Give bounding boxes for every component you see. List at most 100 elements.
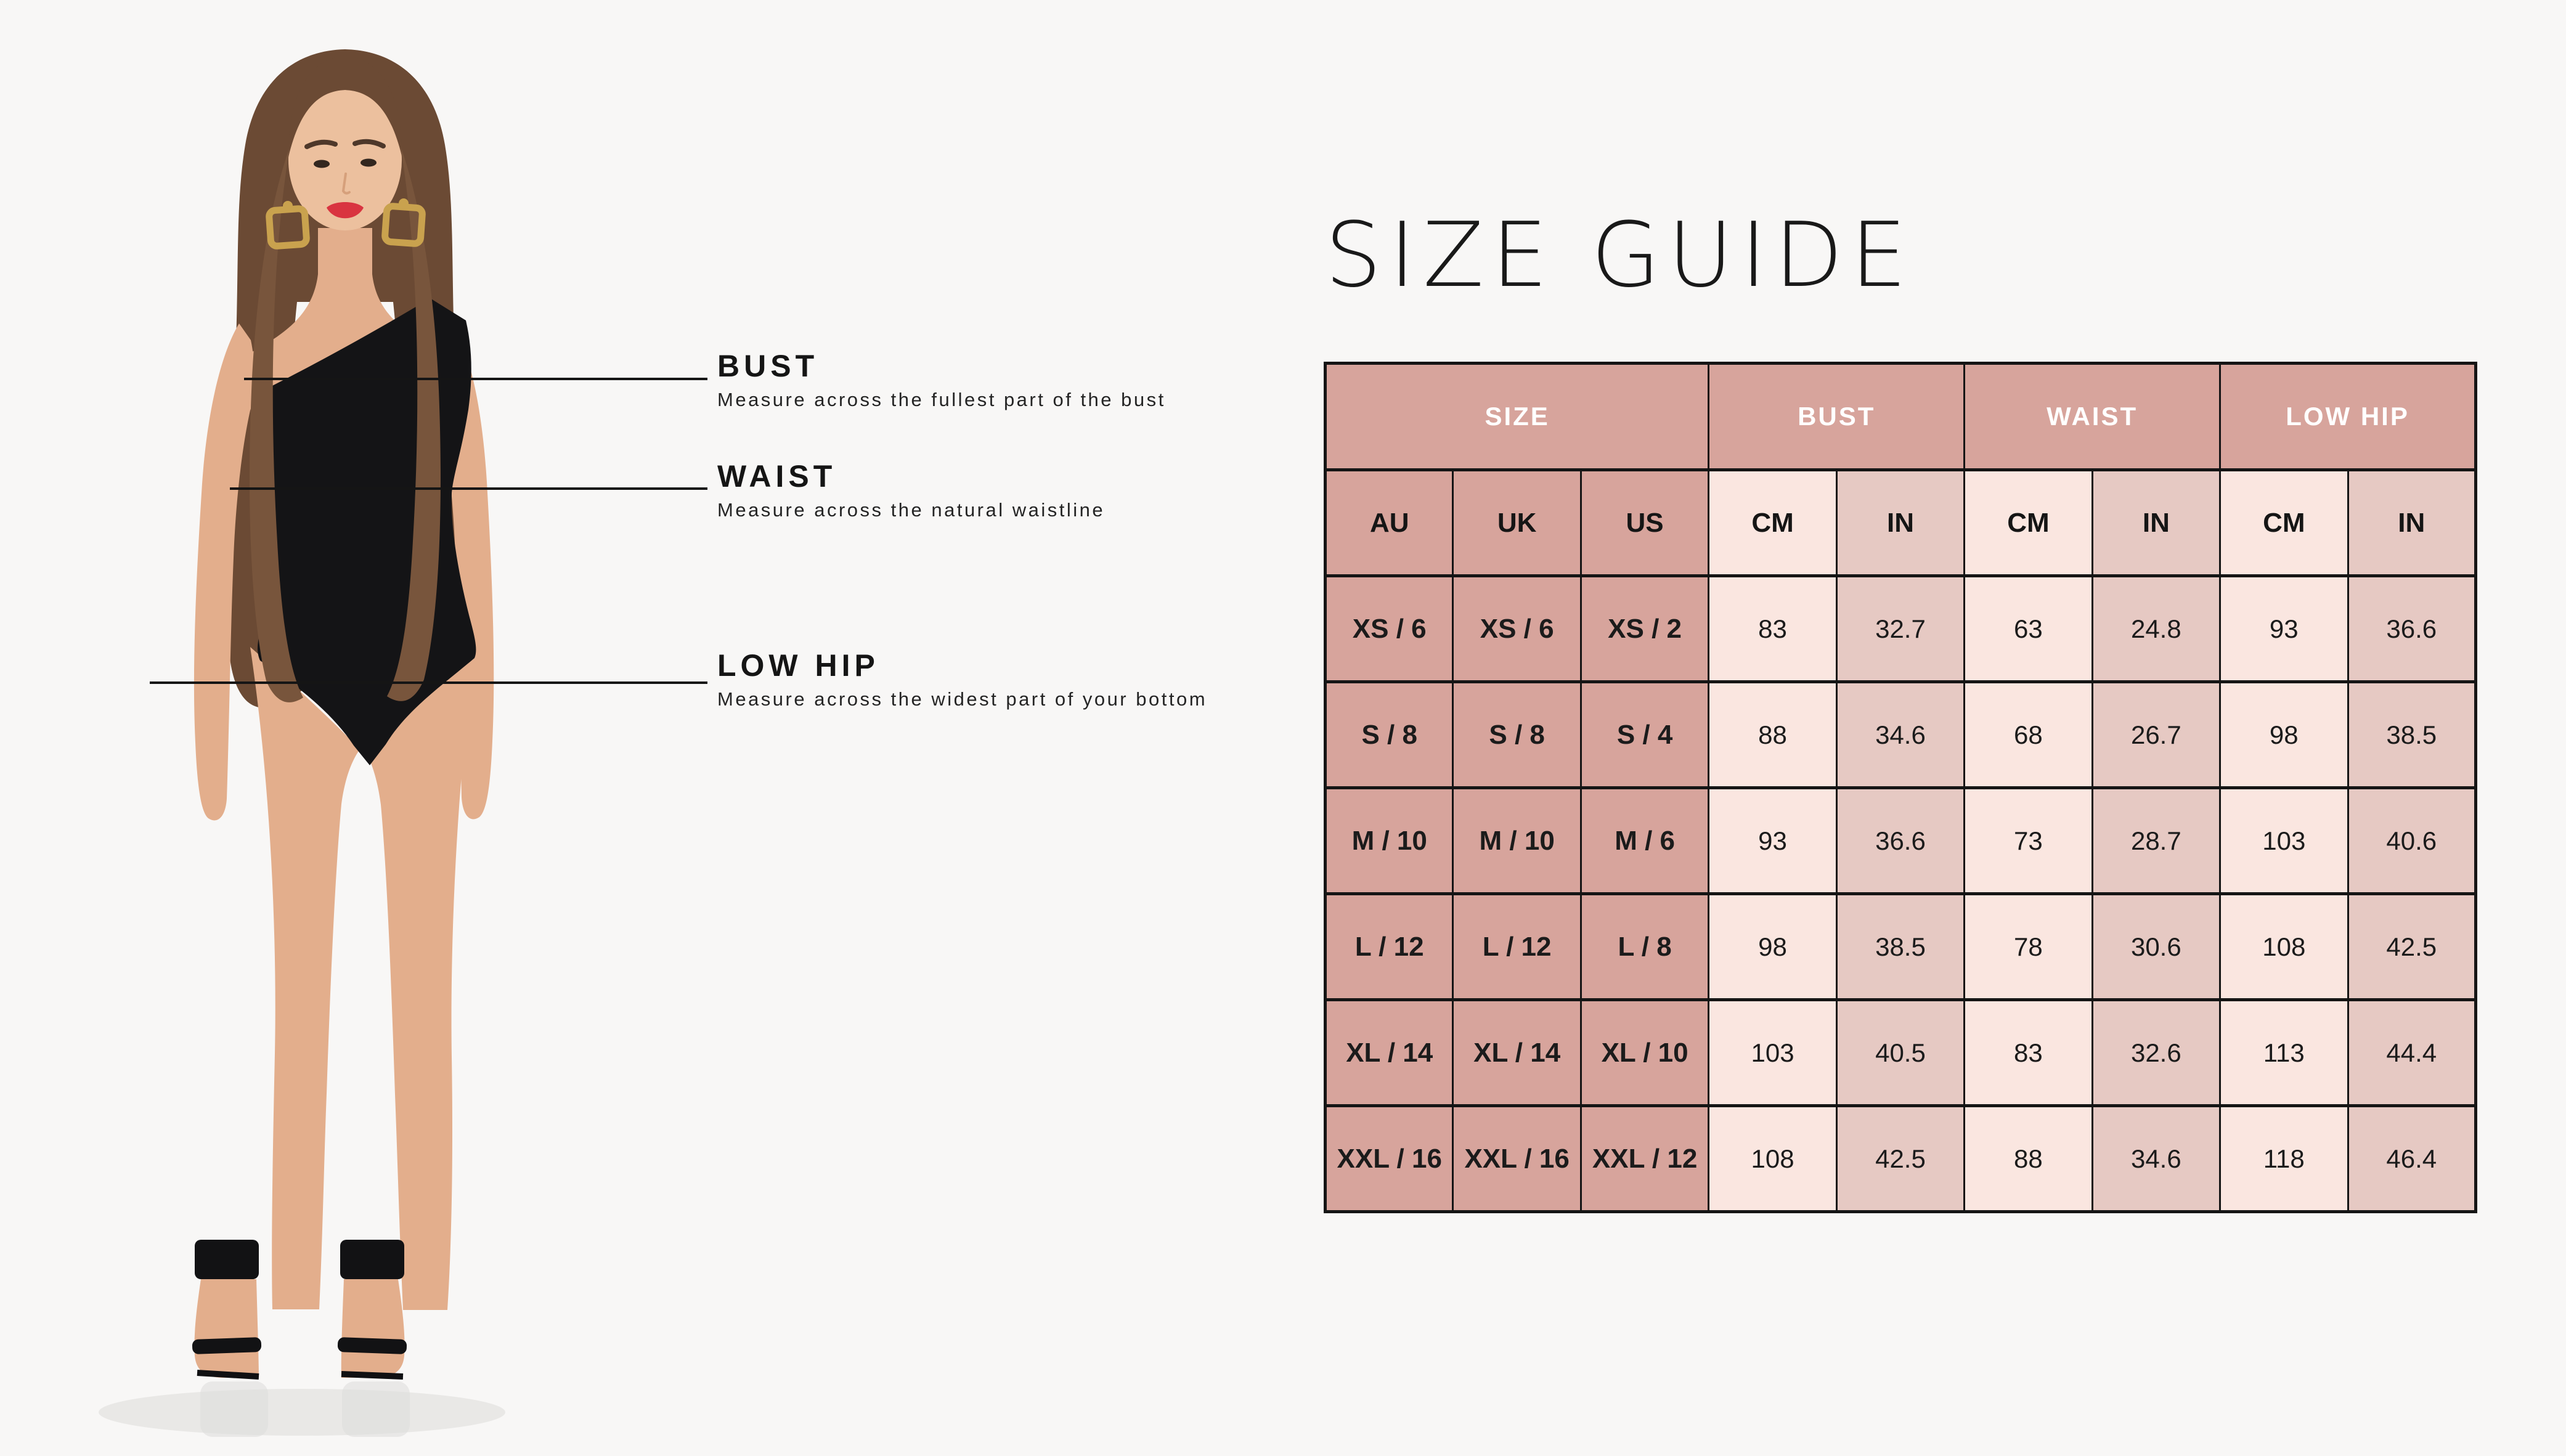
group-header-size: SIZE (1324, 362, 1710, 471)
size-table: SIZE BUST WAIST LOW HIP AU UK US CM IN C… (1324, 362, 2477, 1213)
table-cell: 42.5 (2347, 892, 2477, 1001)
table-row: XS / 6 XS / 6 XS / 2 83 32.7 63 24.8 93 36.6 (1324, 574, 2477, 683)
table-cell: 40.5 (1835, 998, 1966, 1107)
table-cell: 88 (1708, 680, 1838, 789)
table-cell: S / 8 (1324, 680, 1454, 789)
table-cell: 103 (2219, 786, 2349, 895)
low-hip-annotation: LOW HIP Measure across the widest part o… (717, 648, 1207, 710)
bust-label: BUST (717, 349, 819, 383)
table-cell: 78 (1963, 892, 2093, 1001)
group-header-row: SIZE BUST WAIST LOW HIP (1324, 362, 2477, 471)
column-header-bust-in: IN (1835, 468, 1966, 577)
foot-reflection-left (200, 1381, 268, 1437)
table-cell: M / 10 (1324, 786, 1454, 895)
column-header-us: US (1579, 468, 1710, 577)
table-cell: 46.4 (2347, 1104, 2477, 1213)
model-eye-right (360, 158, 377, 167)
model-arm-left (193, 323, 255, 821)
table-cell: 83 (1963, 998, 2093, 1107)
table-cell: 103 (1708, 998, 1838, 1107)
table-cell: XS / 6 (1324, 574, 1454, 683)
table-cell: 36.6 (1835, 786, 1966, 895)
table-row: M / 10 M / 10 M / 6 93 36.6 73 28.7 103 40.6 (1324, 786, 2477, 895)
model-foot-left (194, 1279, 259, 1378)
table-cell: 24.8 (2091, 574, 2222, 683)
model-leg-left (250, 647, 360, 1309)
column-header-low-hip-in: IN (2347, 468, 2477, 577)
model-hair-strand-left (250, 148, 303, 702)
table-cell: M / 10 (1452, 786, 1582, 895)
group-header-waist: WAIST (1963, 362, 2222, 471)
model-brow-right (352, 139, 386, 148)
model-photo (74, 12, 629, 1456)
floor-shadow (99, 1389, 505, 1436)
model-earring-left (266, 205, 310, 250)
group-header-low-hip: LOW HIP (2219, 362, 2477, 471)
column-header-row: AU UK US CM IN CM IN CM IN (1324, 468, 2477, 577)
table-cell: 32.7 (1835, 574, 1966, 683)
table-cell: S / 4 (1579, 680, 1710, 789)
column-header-low-hip-cm: CM (2219, 468, 2349, 577)
foot-reflection-right (342, 1381, 410, 1437)
table-cell: 113 (2219, 998, 2349, 1107)
table-cell: L / 8 (1579, 892, 1710, 1001)
model-hair-strand-right (387, 147, 441, 701)
table-cell: 83 (1708, 574, 1838, 683)
table-cell: 34.6 (1835, 680, 1966, 789)
size-table-body: XS / 6 XS / 6 XS / 2 83 32.7 63 24.8 93 36.6 S / … (1324, 574, 2477, 1213)
table-cell: 63 (1963, 574, 2093, 683)
table-cell: 38.5 (2347, 680, 2477, 789)
table-cell: 32.6 (2091, 998, 2222, 1107)
table-cell: 98 (1708, 892, 1838, 1001)
table-cell: XL / 14 (1324, 998, 1454, 1107)
model-nose (341, 173, 351, 195)
table-cell: 88 (1963, 1104, 2093, 1213)
model-eye-left (314, 160, 330, 168)
table-cell: 118 (2219, 1104, 2349, 1213)
table-cell: 98 (2219, 680, 2349, 789)
table-cell: XXL / 16 (1452, 1104, 1582, 1213)
page-title: SIZE GUIDE (1325, 203, 1915, 307)
waist-measure-line (230, 487, 707, 490)
table-cell: 40.6 (2347, 786, 2477, 895)
table-cell: 30.6 (2091, 892, 2222, 1001)
model-hair-top (288, 55, 402, 157)
bust-annotation: BUST Measure across the fullest part of … (717, 349, 1166, 411)
model-lips (327, 202, 364, 219)
table-cell: 36.6 (2347, 574, 2477, 683)
waist-annotation: WAIST Measure across the natural waistli… (717, 459, 1105, 521)
table-cell: XS / 6 (1452, 574, 1582, 683)
table-cell: L / 12 (1452, 892, 1582, 1001)
model-toe-strap-left (192, 1337, 262, 1354)
column-header-au: AU (1324, 468, 1454, 577)
model-sole-right (341, 1371, 404, 1380)
bust-measure-line (244, 378, 707, 380)
model-leg-right (365, 653, 475, 1310)
model-earring-right (381, 203, 426, 247)
table-cell: XS / 2 (1579, 574, 1710, 683)
model-illustration (99, 49, 505, 1437)
table-cell: 68 (1963, 680, 2093, 789)
model-sole-left (197, 1370, 259, 1380)
model-toe-strap-right (337, 1337, 407, 1354)
table-cell: 108 (1708, 1104, 1838, 1213)
table-cell: XL / 10 (1579, 998, 1710, 1107)
model-face (288, 90, 402, 230)
group-header-bust: BUST (1708, 362, 1966, 471)
table-cell: S / 8 (1452, 680, 1582, 789)
waist-description: Measure across the natural waistline (717, 499, 1106, 521)
table-cell: XXL / 16 (1324, 1104, 1454, 1213)
model-ankle-strap-left (195, 1240, 259, 1279)
table-cell: 28.7 (2091, 786, 2222, 895)
model-brow-left (304, 139, 338, 149)
column-header-waist-cm: CM (1963, 468, 2093, 577)
table-row: XL / 14 XL / 14 XL / 10 103 40.5 83 32.6 113 44.… (1324, 998, 2477, 1107)
model-foot-right (341, 1279, 405, 1378)
table-cell: 38.5 (1835, 892, 1966, 1001)
model-ankle-strap-right (340, 1240, 404, 1279)
table-cell: 26.7 (2091, 680, 2222, 789)
table-cell: 108 (2219, 892, 2349, 1001)
table-cell: XXL / 12 (1579, 1104, 1710, 1213)
